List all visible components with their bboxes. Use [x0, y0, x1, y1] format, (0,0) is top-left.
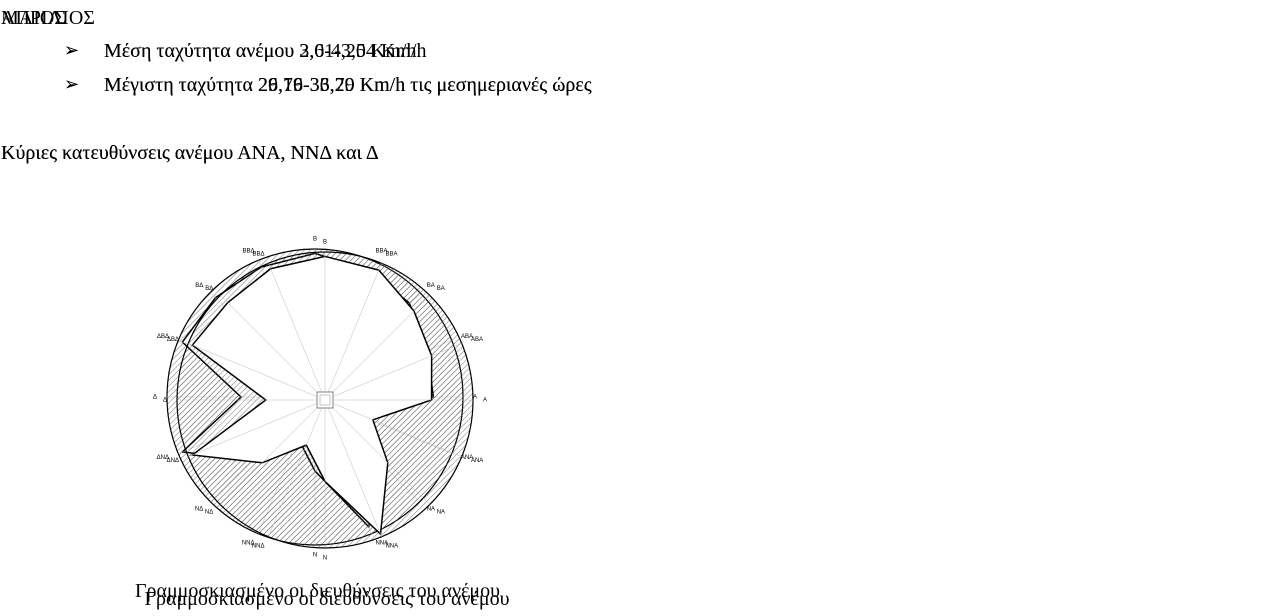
direction-label: ΑΝΑ [461, 455, 473, 461]
spoke [220, 399, 326, 505]
bullet-text: Μέγιστη ταχύτητα 29,76-33,29 Km/h τις με… [104, 74, 592, 96]
direction-label: ΒΒΑ [375, 249, 387, 255]
spoke [324, 263, 382, 401]
direction-label: ΝΝΔ [252, 544, 265, 550]
spoke [324, 399, 382, 537]
bullet-arrow: ➢ [64, 74, 80, 95]
direction-label: ΒΒΔ [253, 252, 265, 258]
direction-label: Ν [313, 553, 317, 559]
direction-label: Δ [153, 395, 157, 401]
direction-label: ΒΑ [427, 283, 435, 289]
direction-label: Α [473, 395, 477, 401]
direction-label: Β [323, 240, 327, 246]
direction-label: ΝΑ [427, 506, 435, 512]
month-title: ΑΠΡΙΛΙΟΣ [1, 7, 95, 29]
bullet-arrow: ➢ [64, 40, 80, 61]
direction-label: ΑΒΑ [461, 334, 473, 340]
spoke [324, 399, 462, 457]
spoke [268, 399, 326, 537]
direction-label: Β [313, 237, 317, 243]
spoke [324, 399, 430, 505]
direction-label: ΝΝΑ [385, 544, 398, 550]
spoke [220, 295, 326, 401]
direction-label: ΒΔ [205, 286, 213, 292]
spoke [268, 263, 326, 401]
bullet-arrow: ➢ [64, 74, 80, 95]
spoke [188, 343, 326, 401]
direction-label: ΒΒΔ [243, 249, 255, 255]
caption: Γραμμοσκιασμένο οι διευθύνσεις του ανέμο… [134, 580, 501, 602]
direction-label: ΝΔ [195, 506, 203, 512]
direction-label: ΑΝΑ [471, 458, 483, 464]
directions-text: Κύριες κατευθύνσεις ανέμου ΑΝΑ, ΝΝΔ και … [1, 142, 379, 164]
direction-label: ΒΔ [195, 283, 203, 289]
direction-label: Ν [323, 556, 327, 562]
directions-text: Κύριες κατευθύνσεις ανέμου ΑΝΑ, ΝΝΔ και … [1, 142, 379, 164]
bullet-text: Μέγιστη ταχύτητα 26,19-36,70 Km/h τις με… [104, 74, 592, 96]
direction-label: ΝΑ [437, 509, 445, 515]
spoke [188, 399, 326, 457]
direction-label: ΑΒΑ [471, 337, 483, 343]
bullet-arrow: ➢ [64, 40, 80, 61]
direction-label: ΔΒΔ [157, 334, 169, 340]
direction-label: ΝΝΑ [375, 541, 388, 547]
direction-label: ΒΑ [437, 286, 445, 292]
direction-label: ΒΒΑ [385, 252, 397, 258]
center-box [316, 391, 334, 409]
caption: Γραμμοσκιασμένο οι διευθύνσεις του ανέμο… [144, 588, 510, 610]
direction-label: ΔΒΔ [167, 337, 179, 343]
bullet-text: Μέση ταχύτητα ανέμου 3,0-4,20 Km/h [104, 40, 417, 62]
spoke [324, 343, 462, 401]
direction-label: ΝΝΔ [242, 541, 255, 547]
direction-label: ΔΝΔ [167, 458, 179, 464]
direction-label: ΝΔ [205, 509, 213, 515]
month-title: ΜΑΙΟΣ [1, 7, 66, 29]
direction-label: Δ [163, 398, 167, 404]
center-box-inner [319, 394, 331, 406]
direction-label: Α [483, 398, 487, 404]
spoke [324, 295, 430, 401]
direction-label: ΔΝΔ [157, 455, 169, 461]
bullet-text: Μέση ταχύτητα ανέμου 2,61-3,54 Km/h [104, 40, 427, 62]
